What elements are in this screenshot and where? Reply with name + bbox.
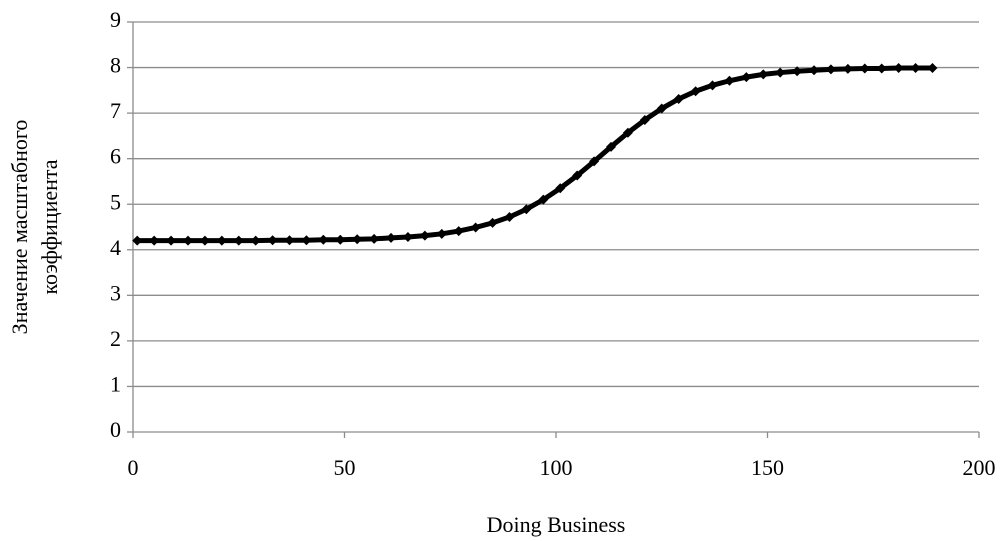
point bbox=[318, 234, 329, 245]
point bbox=[132, 235, 143, 246]
y-tick-label: 8 bbox=[110, 53, 121, 78]
y-axis-label-line: коэффициента bbox=[37, 159, 62, 294]
point bbox=[369, 233, 380, 244]
x-tick-label: 50 bbox=[334, 455, 356, 480]
point bbox=[622, 127, 633, 138]
point bbox=[504, 211, 515, 222]
point bbox=[487, 217, 498, 228]
point bbox=[284, 235, 295, 246]
point bbox=[301, 235, 312, 246]
point bbox=[825, 64, 836, 75]
x-axis-label: Doing Business bbox=[487, 512, 626, 537]
point bbox=[656, 103, 667, 114]
point bbox=[386, 232, 397, 243]
y-tick-label: 3 bbox=[110, 280, 121, 305]
point bbox=[859, 63, 870, 74]
x-tick-label: 200 bbox=[963, 455, 996, 480]
point bbox=[182, 235, 193, 246]
point bbox=[589, 156, 600, 167]
series-line bbox=[137, 65, 933, 244]
x-tick-label: 100 bbox=[540, 455, 573, 480]
point bbox=[521, 204, 532, 215]
point bbox=[453, 226, 464, 237]
point bbox=[402, 232, 413, 243]
y-tick-label: 5 bbox=[110, 189, 121, 214]
point bbox=[233, 235, 244, 246]
point bbox=[216, 235, 227, 246]
y-tick-label: 7 bbox=[110, 98, 121, 123]
point bbox=[199, 235, 210, 246]
point bbox=[707, 80, 718, 91]
point bbox=[876, 63, 887, 74]
point bbox=[673, 93, 684, 104]
point bbox=[927, 63, 938, 74]
point bbox=[149, 235, 160, 246]
point bbox=[352, 234, 363, 245]
point bbox=[690, 86, 701, 97]
point bbox=[267, 235, 278, 246]
point bbox=[910, 63, 921, 74]
y-tick-label: 0 bbox=[110, 417, 121, 442]
point bbox=[741, 72, 752, 83]
x-tick-label: 150 bbox=[751, 455, 784, 480]
x-tick-label: 0 bbox=[128, 455, 139, 480]
point bbox=[724, 75, 735, 86]
y-axis-label-line: Значение масштабного bbox=[7, 120, 32, 335]
point bbox=[842, 63, 853, 74]
point bbox=[639, 114, 650, 125]
y-tick-label: 2 bbox=[110, 326, 121, 351]
y-tick-label: 9 bbox=[110, 7, 121, 32]
y-tick-label: 6 bbox=[110, 144, 121, 169]
y-tick-label: 4 bbox=[110, 235, 121, 260]
point bbox=[758, 69, 769, 80]
point bbox=[538, 194, 549, 205]
point bbox=[419, 230, 430, 241]
point bbox=[893, 63, 904, 74]
y-axis-label: Значение масштабного коэффициента bbox=[7, 120, 62, 335]
point bbox=[555, 183, 566, 194]
point bbox=[572, 170, 583, 181]
point bbox=[775, 67, 786, 78]
point bbox=[166, 235, 177, 246]
y-tick-label: 1 bbox=[110, 371, 121, 396]
point bbox=[809, 65, 820, 76]
point bbox=[436, 228, 447, 239]
point bbox=[605, 141, 616, 152]
point bbox=[250, 235, 261, 246]
point bbox=[792, 66, 803, 77]
point bbox=[335, 234, 346, 245]
point bbox=[470, 222, 481, 233]
